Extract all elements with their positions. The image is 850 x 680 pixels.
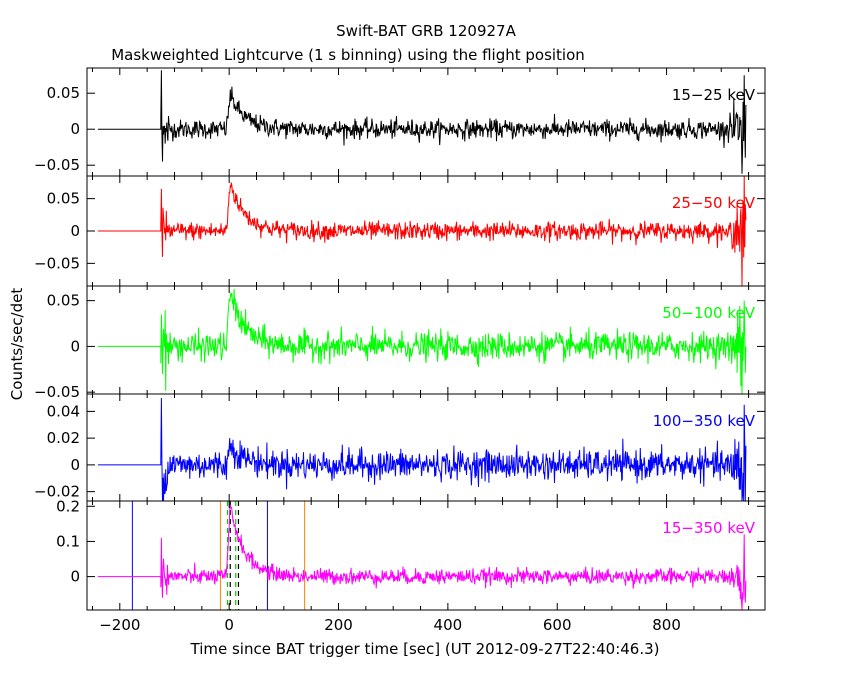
y-tick-label: 0 [70,568,80,586]
energy-band-label: 25−50 keV [672,194,756,212]
x-tick-label: 0 [224,616,234,634]
panel-3: 0.05 0 −0.05 50−100 keV [34,285,766,401]
y-tick-label: 0.2 [56,497,80,515]
x-tick-label: 400 [434,616,463,634]
y-tick-label: 0.05 [47,190,80,208]
y-tick-label: 0.05 [47,84,80,102]
y-tick-label: 0 [70,456,80,474]
y-tick-label: −0.02 [34,483,80,501]
lightcurve-series [97,289,747,395]
energy-band-label: 15−25 keV [672,86,756,104]
panel-1: 0.05 0 −0.05 15−25 keV [34,67,766,177]
energy-band-label: 100−350 keV [653,412,756,430]
y-tick-label: 0 [70,120,80,138]
lightcurve-series [97,70,747,174]
y-tick-label: 0.04 [47,402,80,420]
lightcurve-series [97,397,747,502]
y-tick-label: 0.05 [47,292,80,310]
y-tick-label: 0.1 [56,532,80,550]
x-tick-label: −200 [99,616,140,634]
y-tick-label: 0.02 [47,429,80,447]
energy-band-label: 50−100 keV [662,304,755,322]
lightcurve-series [97,175,747,287]
energy-band-label: 15−350 keV [662,519,755,537]
panel-frame [86,500,766,611]
panel-frame [86,67,766,177]
y-tick-label: −0.05 [34,156,80,174]
x-tick-label: 600 [543,616,572,634]
y-tick-label: −0.05 [34,254,80,272]
panel-frame [86,393,766,502]
panel-2: 0.05 0 −0.05 25−50 keV [34,175,766,287]
chart-subtitle: Maskweighted Lightcurve (1 s binning) us… [111,46,585,64]
y-axis-label: Counts/sec/det [8,288,26,401]
x-axis-label: Time since BAT trigger time [sec] (UT 20… [190,640,660,658]
y-tick-label: 0 [70,337,80,355]
x-tick-label: 800 [652,616,681,634]
chart-title: Swift-BAT GRB 120927A [336,22,516,40]
x-tick-label: 200 [324,616,353,634]
y-tick-label: 0 [70,222,80,240]
panel-4: 0.04 0.02 0 −0.02 100−350 keV [34,393,766,502]
lightcurve-series [97,504,747,611]
panel-5: 0.2 0.1 0 15−350 keV [56,497,766,611]
y-tick-label: −0.05 [34,383,80,401]
x-axis: −200 0 200 400 600 800 [99,616,681,634]
